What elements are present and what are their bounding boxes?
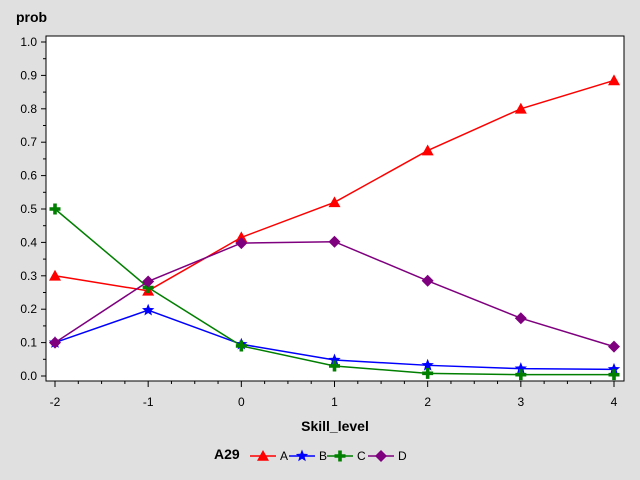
data-point [49,336,61,349]
y-tick-label: 0.6 [20,169,37,183]
data-point [329,360,340,372]
data-point [235,340,247,352]
legend-label: C [357,449,366,463]
legend-label: A [280,449,288,463]
legend-marker [334,450,346,462]
x-tick-label: -1 [143,395,154,409]
legend-entry-B: B [289,449,327,463]
data-point [515,369,527,381]
legend-entry-C: C [327,449,366,463]
legend-label: D [398,449,407,463]
y-tick-label: 0.7 [20,135,37,149]
y-tick-label: 0.3 [20,269,37,283]
data-point [607,362,621,375]
y-tick-label: 0.1 [20,336,37,350]
y-tick-label: 0.8 [20,102,37,116]
data-point [142,275,155,288]
data-point [514,102,527,114]
data-point [608,74,620,86]
data-point [514,362,528,374]
y-axis-label: prob [16,9,47,25]
legend-marker [295,449,309,462]
data-point [421,144,434,156]
x-tick-label: 3 [517,395,524,409]
data-point [421,274,434,287]
legend-entry-D: D [368,449,407,463]
data-point [142,281,154,293]
y-tick-label: 0.9 [20,68,37,82]
x-axis-label: Skill_level [301,418,369,434]
legend-marker [257,450,269,461]
x-tick-label: -2 [50,395,61,409]
legend-title: A29 [214,446,240,462]
data-point [49,203,61,215]
plot-area [45,35,625,382]
data-point [421,358,434,371]
y-tick-label: 0.2 [20,302,37,316]
legend-marker [375,450,387,462]
data-point [608,340,620,353]
series-C [49,203,620,381]
x-tick-label: 2 [424,395,431,409]
data-point [328,353,341,366]
data-point [328,235,341,248]
y-tick-label: 0.4 [20,235,37,249]
series-D [49,235,620,353]
data-point [141,303,155,316]
data-point [235,231,248,243]
data-point [49,269,61,281]
data-point [328,196,341,208]
data-point [514,312,527,325]
x-tick-label: 1 [331,395,338,409]
x-tick-label: 4 [611,395,618,409]
y-tick-label: 0.5 [20,202,37,216]
x-tick-label: 0 [238,395,245,409]
data-point [422,367,434,379]
y-tick-label: 1.0 [20,35,37,49]
data-point [608,369,620,381]
legend-label: B [319,449,327,463]
data-point [235,237,248,250]
legend: A29 A B C D [214,446,407,463]
y-tick-label: 0.0 [20,369,37,383]
legend-entry-A: A [250,449,288,463]
